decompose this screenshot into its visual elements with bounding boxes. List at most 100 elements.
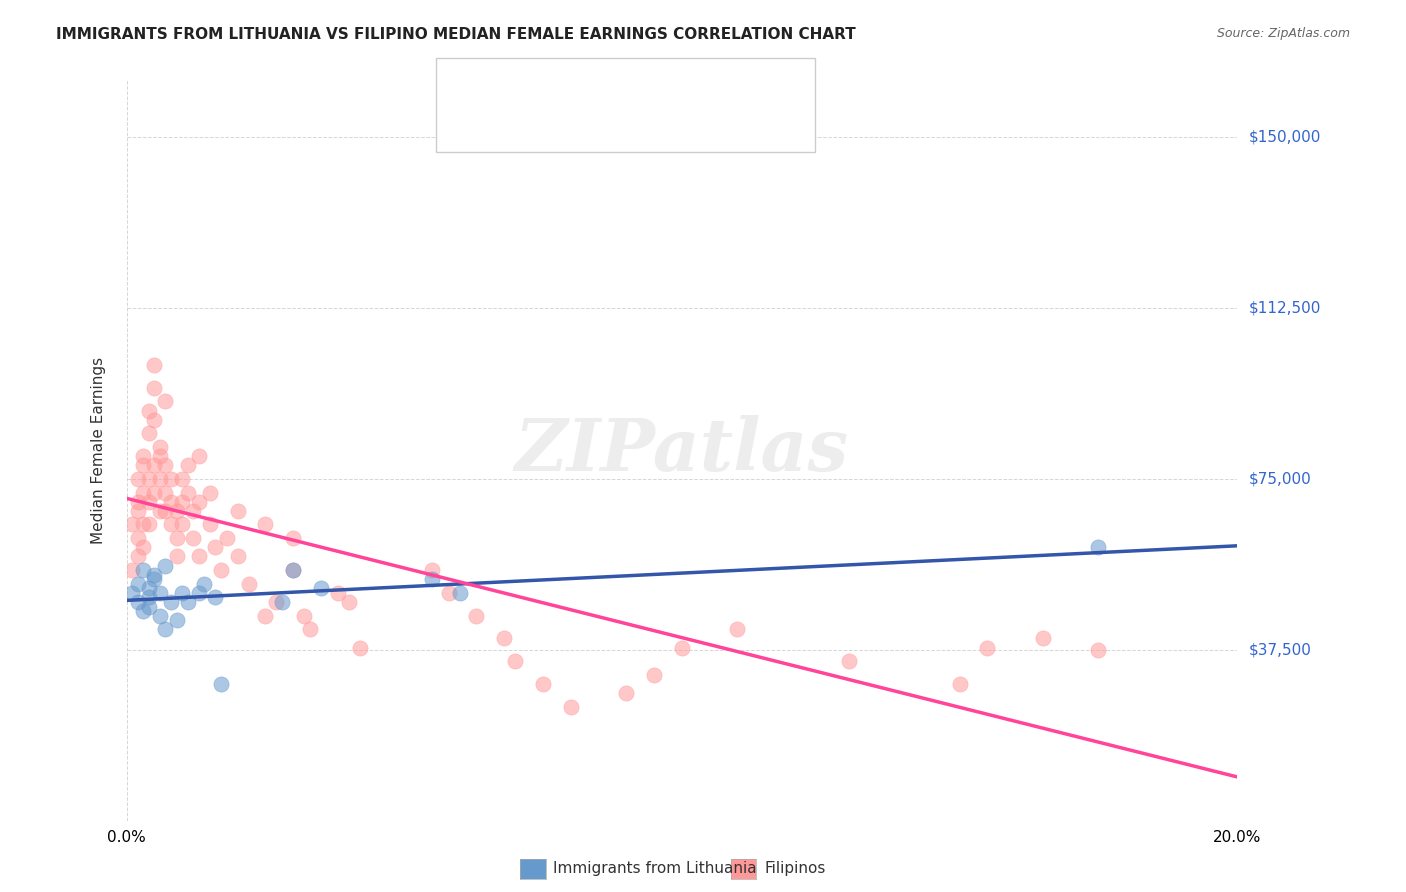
Point [838,654,860,668]
Point [449,586,471,600]
Point [254,517,277,532]
Point [138,582,160,596]
Point [309,582,332,596]
Point [127,531,149,545]
Point [172,586,194,600]
Point [121,517,143,532]
Point [187,494,209,508]
Point [948,677,970,691]
Point [187,549,209,564]
Point [198,485,221,500]
Point [132,449,155,463]
Point [143,458,166,473]
Point [181,531,204,545]
Text: $37,500: $37,500 [1249,642,1312,657]
Point [204,541,226,555]
Point [254,608,277,623]
Text: 28: 28 [619,79,641,97]
Point [166,531,188,545]
Point [149,586,172,600]
Point [281,563,304,577]
Point [160,595,183,609]
Point [172,517,194,532]
Point [121,563,143,577]
Point [226,504,249,518]
Point [281,531,304,545]
Point [143,572,166,586]
Text: N =: N = [567,79,614,97]
Point [127,504,149,518]
Point [193,576,215,591]
Point [209,677,232,691]
Point [349,640,371,655]
Point [127,494,149,508]
Point [149,440,172,454]
Point [138,517,160,532]
Point [143,413,166,427]
Point [160,494,183,508]
Point [465,608,488,623]
Point [127,595,149,609]
Point [127,576,149,591]
Point [138,426,160,441]
Point [337,595,360,609]
Text: R =: R = [488,110,524,128]
Point [437,586,460,600]
Point [155,458,177,473]
Point [132,563,155,577]
Point [155,485,177,500]
Text: -0.187: -0.187 [517,110,576,128]
Point [127,472,149,486]
Point [420,563,443,577]
Point [155,394,177,409]
Text: 80: 80 [619,110,641,128]
Point [166,504,188,518]
Point [143,485,166,500]
Point [143,358,166,372]
Point [132,517,155,532]
Point [671,640,693,655]
Point [614,686,637,700]
Point [143,381,166,395]
Point [132,604,155,618]
Point [1087,541,1109,555]
Point [138,494,160,508]
Point [176,458,198,473]
Text: 0.219: 0.219 [517,79,576,97]
Text: N =: N = [567,110,614,128]
Text: $75,000: $75,000 [1249,472,1312,486]
Point [326,586,349,600]
Point [132,458,155,473]
Point [149,504,172,518]
Text: ZIPatlas: ZIPatlas [515,415,849,486]
Point [420,572,443,586]
Text: Source: ZipAtlas.com: Source: ZipAtlas.com [1216,27,1350,40]
Point [238,576,260,591]
Point [149,472,172,486]
Point [209,563,232,577]
Point [121,586,143,600]
Point [138,472,160,486]
Point [298,622,321,636]
Y-axis label: Median Female Earnings: Median Female Earnings [91,357,105,544]
Text: Filipinos: Filipinos [765,862,827,876]
Point [727,622,749,636]
Point [976,640,998,655]
Point [160,472,183,486]
Point [172,494,194,508]
Point [531,677,554,691]
Point [560,699,582,714]
Point [176,485,198,500]
Point [503,654,526,668]
Point [176,595,198,609]
Point [266,595,288,609]
Point [143,567,166,582]
Text: Immigrants from Lithuania: Immigrants from Lithuania [553,862,756,876]
Text: R =: R = [488,79,524,97]
Point [187,586,209,600]
Point [1032,632,1054,646]
Point [155,504,177,518]
Point [138,591,160,605]
Point [149,608,172,623]
Point [494,632,516,646]
